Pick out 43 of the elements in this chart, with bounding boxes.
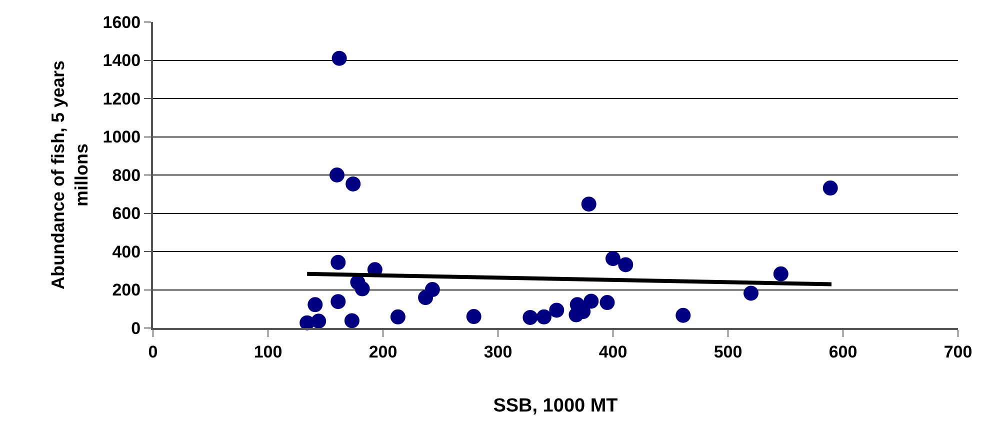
- point: [549, 302, 564, 318]
- point: [390, 309, 406, 324]
- point: [308, 297, 323, 312]
- y-tick-label: 1000: [102, 128, 141, 147]
- point: [346, 176, 361, 192]
- y-tick-label: 400: [112, 242, 141, 262]
- point: [332, 50, 347, 66]
- point: [344, 313, 360, 328]
- point: [330, 294, 346, 310]
- point: [354, 281, 370, 296]
- point: [606, 251, 620, 266]
- point: [600, 295, 615, 310]
- point: [676, 308, 691, 323]
- x-tick-label: 200: [368, 342, 398, 362]
- point: [618, 257, 634, 272]
- x-axis-title: SSB, 1000 MT: [493, 396, 618, 417]
- y-tick-label: 1400: [102, 51, 141, 70]
- point: [311, 314, 326, 329]
- point: [330, 168, 344, 182]
- point: [581, 196, 596, 212]
- point: [522, 310, 538, 325]
- y-tick-label: 200: [112, 280, 141, 300]
- x-tick-label: 0: [148, 342, 158, 362]
- y-tick-label: 1600: [102, 12, 141, 32]
- y-axis-title: Abundance of fish, 5 years millons: [48, 60, 92, 290]
- point: [584, 294, 599, 309]
- x-tick-label: 700: [944, 342, 972, 362]
- y-tick-label: 600: [112, 204, 141, 224]
- point: [536, 309, 552, 324]
- point: [744, 286, 758, 301]
- x-tick-label: 600: [828, 342, 858, 362]
- point: [822, 180, 838, 196]
- point: [466, 309, 482, 324]
- y-tick-label: 800: [112, 166, 141, 185]
- point: [418, 290, 434, 306]
- y-tick-label: 1200: [102, 89, 141, 108]
- y-tick-label: 0: [131, 318, 141, 338]
- x-tick-label: 300: [484, 342, 512, 362]
- point: [330, 254, 346, 270]
- x-tick-label: 100: [254, 342, 282, 362]
- x-tick-label: 400: [598, 342, 628, 362]
- point: [773, 266, 788, 282]
- x-tick-label: 500: [714, 342, 742, 362]
